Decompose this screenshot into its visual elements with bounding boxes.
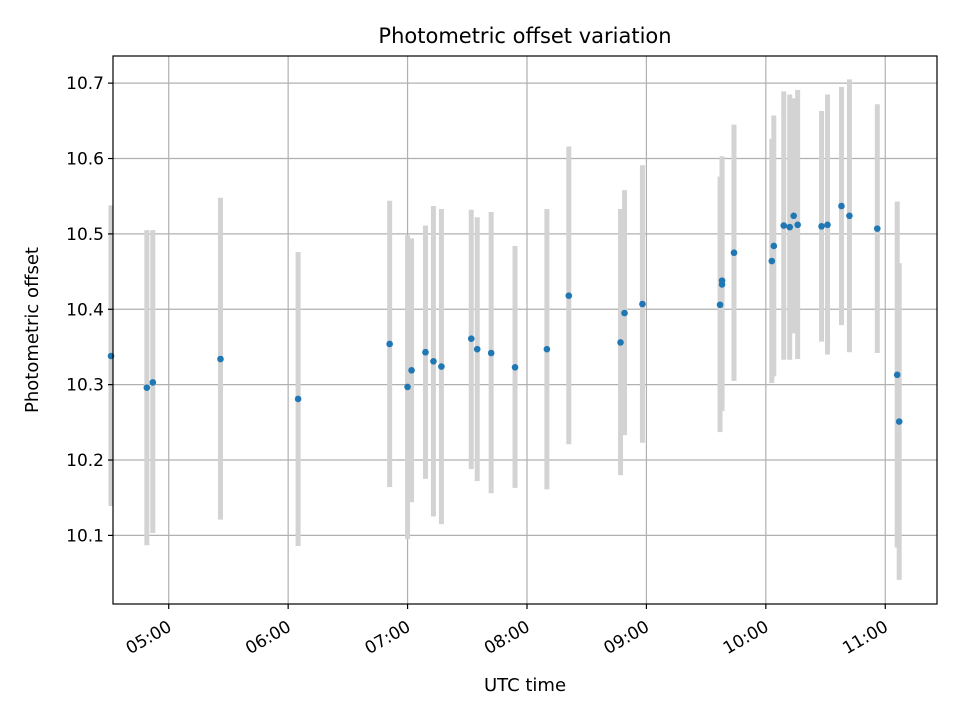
y-tick-label: 10.2 [66,451,104,471]
data-point [565,292,573,300]
data-point [543,345,551,353]
data-point [786,223,794,231]
data-point [621,309,628,317]
y-tick-label: 10.5 [66,225,104,245]
data-point [149,379,157,386]
data-point [794,221,801,229]
data-point [873,225,881,232]
data-point [511,364,519,371]
data-point [770,242,778,250]
data-point [408,367,415,374]
x-axis-label: UTC time [484,675,566,696]
y-tick-label: 10.4 [66,300,104,320]
y-tick-label: 10.7 [66,74,104,94]
y-tick-label: 10.3 [66,376,104,396]
plot-frame [112,55,938,605]
y-axis-label: Photometric offset [22,247,43,413]
data-point [838,202,845,210]
data-point [730,249,738,257]
data-point [895,418,903,425]
chart-title: Photometric offset variation [378,24,671,48]
data-point [893,371,901,379]
data-point [718,277,726,284]
data-point [217,355,224,363]
data-point [430,357,437,365]
data-point [639,300,646,308]
data-point [467,335,475,342]
data-point [818,223,825,230]
data-point [716,301,724,309]
data-point [473,345,481,353]
data-point [422,348,429,356]
data-point [846,212,853,220]
data-points [107,202,903,425]
data-point [438,363,445,370]
data-point [768,257,776,265]
data-point [790,212,797,220]
y-axis: 10.1 10.2 10.3 10.4 10.5 10.6 10.7 [66,74,113,546]
data-point [780,222,788,229]
y-tick-label: 10.6 [66,150,104,170]
data-point [617,339,624,346]
data-point [143,384,151,391]
y-tick-label: 10.1 [66,526,104,546]
data-point [824,221,831,229]
data-point [487,349,495,357]
data-point [404,383,411,391]
data-point [294,395,302,403]
data-point [386,340,393,348]
